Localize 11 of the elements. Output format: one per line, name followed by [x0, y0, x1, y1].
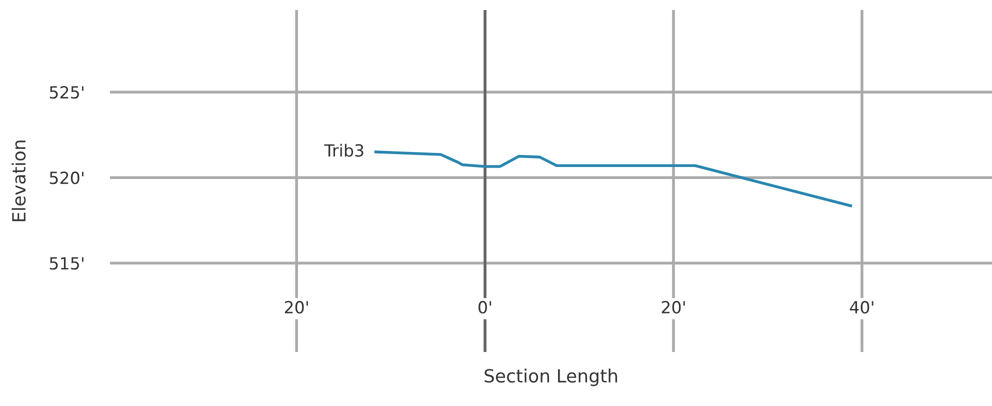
- series-label: Trib3: [324, 144, 364, 157]
- y-tick-label: 520': [50, 172, 84, 184]
- y-tick-label: 525': [50, 86, 84, 99]
- x-tick-label: 20': [662, 300, 685, 314]
- y-axis-title: Elevation: [12, 140, 26, 222]
- x-tick-label: 0': [478, 300, 492, 314]
- line-series: [374, 150, 852, 208]
- x-tick-label: 40': [850, 300, 874, 314]
- y-tick-label: 515': [50, 257, 84, 270]
- x-tick-label: 20': [284, 300, 308, 314]
- x-axis-title: Section Length: [484, 368, 618, 386]
